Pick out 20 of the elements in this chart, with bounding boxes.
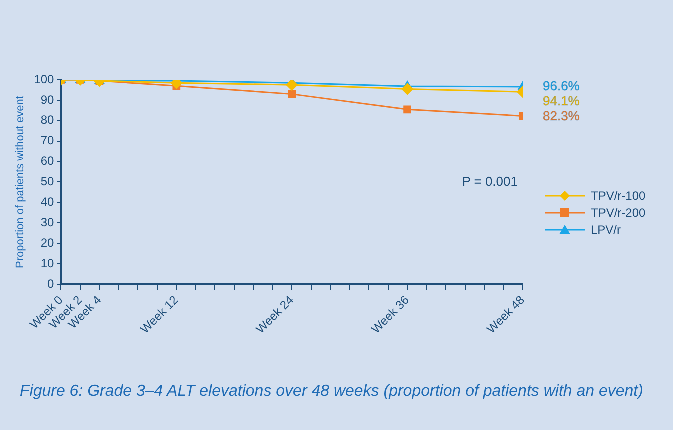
data-label: 96.6% <box>543 78 580 94</box>
data-label: 94.1% <box>543 94 580 109</box>
annotation: P = 0.001 <box>462 174 518 189</box>
y-tick-label: 60 <box>40 154 55 168</box>
legend-label: TPV/r-200 <box>591 206 646 220</box>
y-tick-label: 70 <box>40 134 55 148</box>
y-tick-label: 100 <box>34 72 55 86</box>
data-label: 82.3% <box>543 108 580 124</box>
y-tick-label: 80 <box>40 113 55 128</box>
y-tick-label: 10 <box>40 256 55 270</box>
y-tick-label: 0 <box>48 276 55 291</box>
y-tick-label: 30 <box>40 215 55 230</box>
y-axis-title: Proportion of patients without event <box>14 96 27 268</box>
text: Figure 6: Grade 3–4 ALT elevations over 48 weeks (proportion of patients with an event) <box>20 382 644 401</box>
legend-label: LPV/r <box>591 222 622 236</box>
y-tick-label: 50 <box>40 174 55 189</box>
y-tick-label: 90 <box>40 92 55 107</box>
y-tick-label: 40 <box>40 195 55 210</box>
y-tick-label: 20 <box>40 236 55 250</box>
legend-label: TPV/r-100 <box>591 188 646 202</box>
